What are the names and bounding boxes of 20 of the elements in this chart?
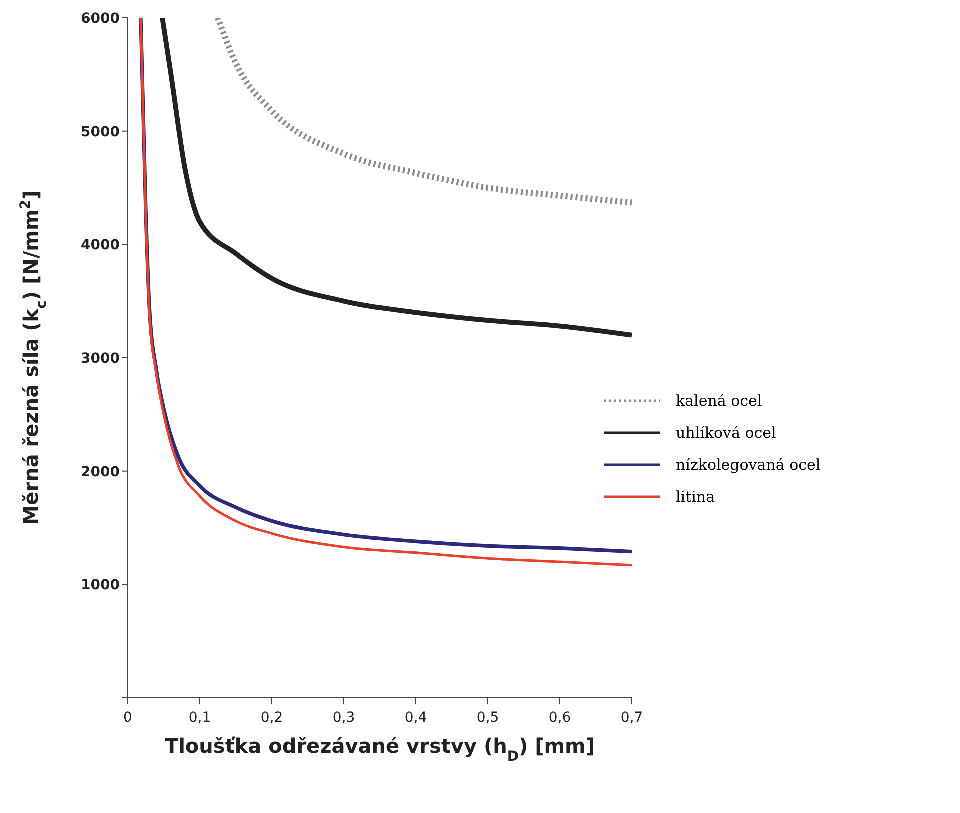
x-tick-label: 0 <box>124 710 132 726</box>
x-tick-label: 0,7 <box>620 710 644 726</box>
x-tick-label: 0,2 <box>260 710 284 726</box>
legend-label: litina <box>676 488 716 506</box>
x-axis-title: Tloušťka odřezávané vrstvy (h$_{D}$) [mm] <box>164 734 596 765</box>
y-tick-label: 3000 <box>81 350 120 367</box>
y-tick-label: 5000 <box>81 124 120 140</box>
x-tick-label: 0,1 <box>188 710 212 726</box>
y-tick-label: 2000 <box>81 464 120 480</box>
legend-label: kalená ocel <box>676 392 762 410</box>
y-tick-label: 1000 <box>81 578 120 594</box>
x-tick-label: 0,4 <box>404 710 428 726</box>
line-series <box>160 18 632 338</box>
x-tick-label: 0,6 <box>548 710 572 726</box>
x-tick-label: 0,5 <box>476 710 500 726</box>
y-tick-label: 4000 <box>81 238 120 254</box>
y-tick-label: 6000 <box>81 10 120 27</box>
legend-label: nízkolegovaná ocel <box>676 456 821 474</box>
x-tick-label: 0,3 <box>332 710 356 726</box>
legend-label: uhlíková ocel <box>676 424 776 442</box>
